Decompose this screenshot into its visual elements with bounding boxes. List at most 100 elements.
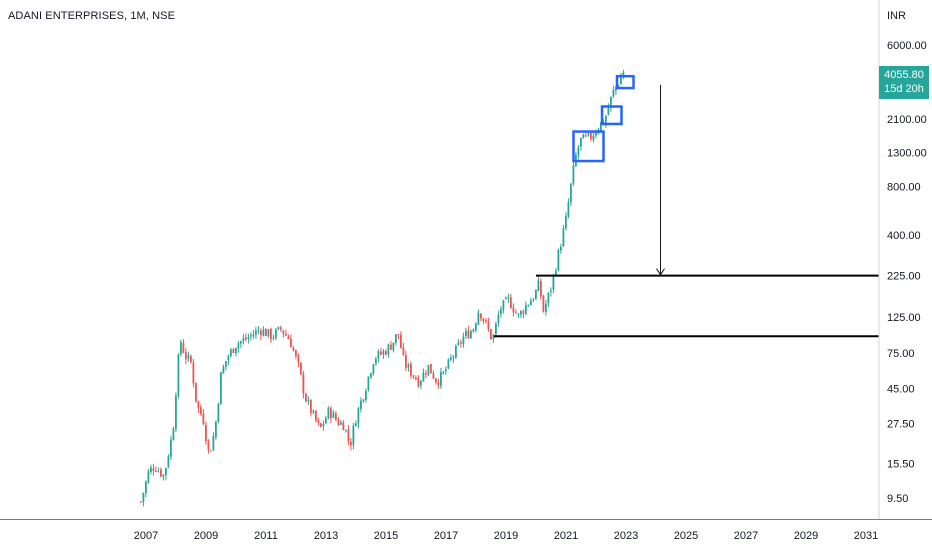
y-tick-label: 125.00 (887, 312, 921, 324)
candle-body (267, 329, 270, 337)
candle-body (257, 330, 260, 332)
candle-body (325, 417, 327, 424)
candle-body (380, 351, 382, 355)
candle-body (560, 246, 562, 251)
candle-body (225, 361, 227, 367)
candle-body (447, 359, 450, 369)
candle-body (435, 378, 437, 383)
candle-body (282, 330, 285, 335)
candle-body (177, 355, 180, 397)
candle-body (235, 347, 237, 354)
candle-body (367, 376, 370, 390)
candle-body (557, 249, 560, 271)
candle-body (295, 350, 297, 357)
candle-body (320, 423, 322, 427)
highlight-boxes (572, 74, 635, 163)
time-axis[interactable]: 2007 2009 2011 2013 2015 2017 2019 2021 2023 2025… (134, 530, 878, 542)
candle-body (617, 85, 620, 88)
candle-body (470, 331, 472, 339)
candle-body (292, 347, 295, 351)
candle-body (227, 356, 230, 361)
candle-body (410, 364, 412, 376)
candle-body (567, 202, 570, 217)
candle-body (247, 337, 250, 339)
candle-body (270, 328, 272, 340)
candle-body (417, 378, 420, 387)
candle-body (462, 336, 465, 344)
candle-body (520, 310, 522, 315)
price-axis[interactable]: 9.50 15.50 27.50 45.00 75.00 125.00 225.00 400.… (887, 40, 927, 505)
candle-body (390, 344, 392, 350)
last-price-tag: 4055.80 15d 20h (879, 66, 929, 99)
candle-body (497, 314, 500, 324)
candle-body (375, 358, 377, 364)
x-tick-label: 2019 (494, 530, 518, 542)
candle-body (332, 412, 335, 418)
candle-body (287, 336, 290, 340)
x-tick-label: 2013 (314, 530, 338, 542)
candle-body (495, 323, 497, 335)
candle-body (582, 134, 585, 139)
candle-body (217, 403, 220, 423)
candle-body (245, 337, 247, 340)
candle-body (160, 469, 162, 477)
candle-body (512, 307, 515, 313)
candle-body (232, 348, 235, 353)
candle-body (412, 375, 415, 377)
candle-body (535, 290, 537, 299)
candle-body (337, 419, 340, 426)
candle-body (392, 342, 395, 351)
candle-body (427, 365, 430, 376)
candle-body (192, 362, 195, 384)
candle-body (172, 428, 175, 441)
candle-body (210, 450, 212, 452)
candle-body (175, 395, 177, 429)
candle-body (555, 270, 557, 276)
candle-body (580, 137, 582, 147)
candle-body (510, 297, 512, 308)
last-price-value: 4055.80 (884, 69, 924, 81)
candle-body (285, 333, 287, 336)
candle-body (507, 297, 510, 299)
y-tick-label: 45.00 (887, 384, 915, 396)
candle-body (585, 135, 587, 137)
candle-body (255, 330, 257, 335)
candle-body (222, 366, 225, 374)
candle-body (550, 290, 552, 292)
candle-body (460, 342, 462, 344)
candle-body (600, 122, 602, 131)
candle-body (170, 439, 172, 457)
candle-body (200, 407, 202, 414)
candle-body (340, 422, 342, 425)
candle-body (570, 183, 572, 203)
candle-body (595, 132, 597, 136)
candle-body (517, 313, 520, 315)
candle-body (352, 425, 355, 445)
candle-body (275, 329, 277, 339)
candle-body (140, 501, 142, 503)
candle-body (530, 300, 532, 306)
candle-body (457, 342, 460, 345)
candle-body (157, 470, 160, 472)
candle-body (305, 393, 307, 402)
candle-body (532, 299, 535, 301)
candle-body (297, 355, 300, 363)
candle-body (377, 351, 380, 359)
candle-body (362, 399, 365, 402)
candle-body (610, 96, 612, 108)
candle-body (237, 343, 240, 349)
candle-body (372, 364, 375, 374)
candle-body (480, 313, 482, 319)
candle-body (205, 424, 207, 442)
candle-body (545, 303, 547, 312)
candle-body (482, 318, 485, 322)
candle-body (577, 147, 580, 155)
candle-body (187, 355, 190, 359)
y-tick-label: 2100.00 (887, 114, 927, 126)
candle-body (405, 355, 407, 368)
candle-body (280, 327, 282, 330)
candle-body (487, 321, 490, 330)
candle-body (420, 381, 422, 386)
y-tick-label: 400.00 (887, 230, 921, 242)
